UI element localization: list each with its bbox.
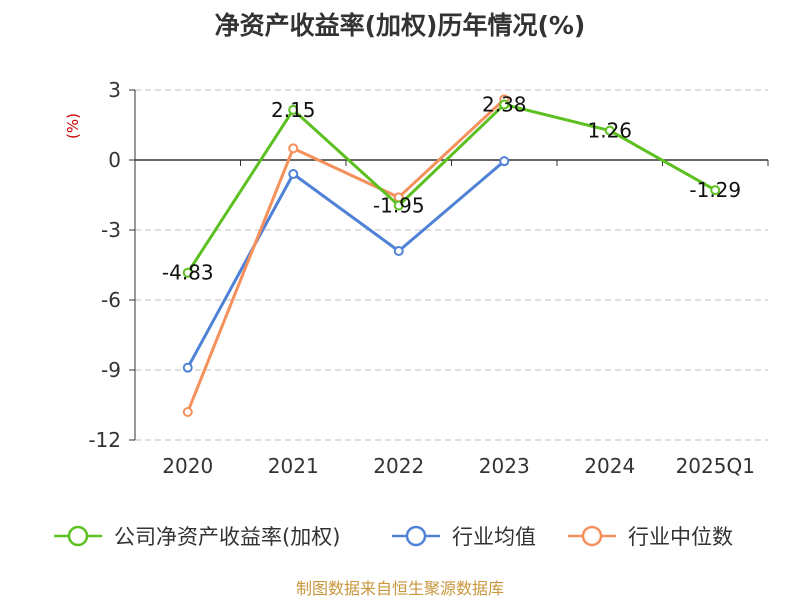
- series-line-1: [186, 159, 506, 370]
- x-tick-label: 2020: [162, 454, 213, 478]
- y-tick-labels: 3 0 -3 -6 -9 -12: [88, 78, 121, 452]
- data-point-series-2: [182, 407, 193, 417]
- y-tick-label: 3: [108, 78, 121, 102]
- grid-lines: [135, 89, 768, 441]
- data-point-series-1: [288, 169, 299, 179]
- y-axis-unit-label: (%): [64, 113, 82, 139]
- x-tick-label: 2022: [373, 454, 424, 478]
- series-lines: [182, 94, 721, 417]
- source-note: 制图数据来自恒生聚源数据库: [296, 579, 504, 598]
- data-label: 2.38: [482, 92, 527, 116]
- data-point-series-1: [393, 246, 404, 256]
- data-point-series-0: [288, 104, 299, 115]
- y-tick-label: -9: [101, 358, 121, 382]
- x-tick-labels: 2020 2021 2022 2023 2024 2025Q1: [162, 454, 755, 478]
- legend-item-0[interactable]: 公司净资产收益率(加权): [54, 525, 340, 549]
- axes: [129, 89, 769, 441]
- x-tick-label: 2023: [479, 454, 530, 478]
- y-tick-label: -6: [101, 288, 121, 312]
- data-label: -1.29: [689, 178, 741, 202]
- data-point-series-0: [499, 99, 510, 110]
- y-tick-label: -12: [88, 428, 121, 452]
- legend-marker: [405, 525, 427, 547]
- y-tick-label: -3: [101, 218, 121, 242]
- data-point-series-0: [604, 125, 615, 136]
- legend-label: 行业中位数: [628, 525, 733, 549]
- chart-title: 净资产收益率(加权)历年情况(%): [215, 11, 586, 40]
- data-point-series-0: [393, 200, 404, 211]
- x-tick-label: 2025Q1: [676, 454, 755, 478]
- data-label: -1.95: [373, 194, 425, 218]
- legend-item-2[interactable]: 行业中位数: [568, 525, 733, 549]
- legend[interactable]: 公司净资产收益率(加权) 行业均值 行业中位数: [54, 525, 733, 549]
- data-point-series-1: [182, 362, 193, 373]
- legend-label: 行业均值: [452, 525, 536, 549]
- x-tick-label: 2021: [268, 454, 319, 478]
- data-point-series-0: [182, 267, 193, 278]
- data-label: 1.26: [587, 119, 632, 143]
- data-labels: -4.83 2.15 -1.95 2.38 1.26 -1.29: [162, 92, 741, 284]
- series-line-0: [186, 102, 717, 275]
- data-label: 2.15: [271, 98, 316, 122]
- legend-marker: [67, 525, 89, 547]
- data-point-series-0: [710, 185, 721, 196]
- x-tick-label: 2024: [584, 454, 635, 478]
- data-point-series-1: [499, 156, 510, 167]
- series-line-2: [186, 97, 506, 414]
- legend-marker: [581, 525, 603, 547]
- y-tick-label: 0: [108, 148, 121, 172]
- data-point-series-2: [288, 143, 299, 154]
- legend-item-1[interactable]: 行业均值: [392, 525, 536, 549]
- legend-label: 公司净资产收益率(加权): [114, 525, 340, 549]
- data-label: -4.83: [162, 261, 214, 285]
